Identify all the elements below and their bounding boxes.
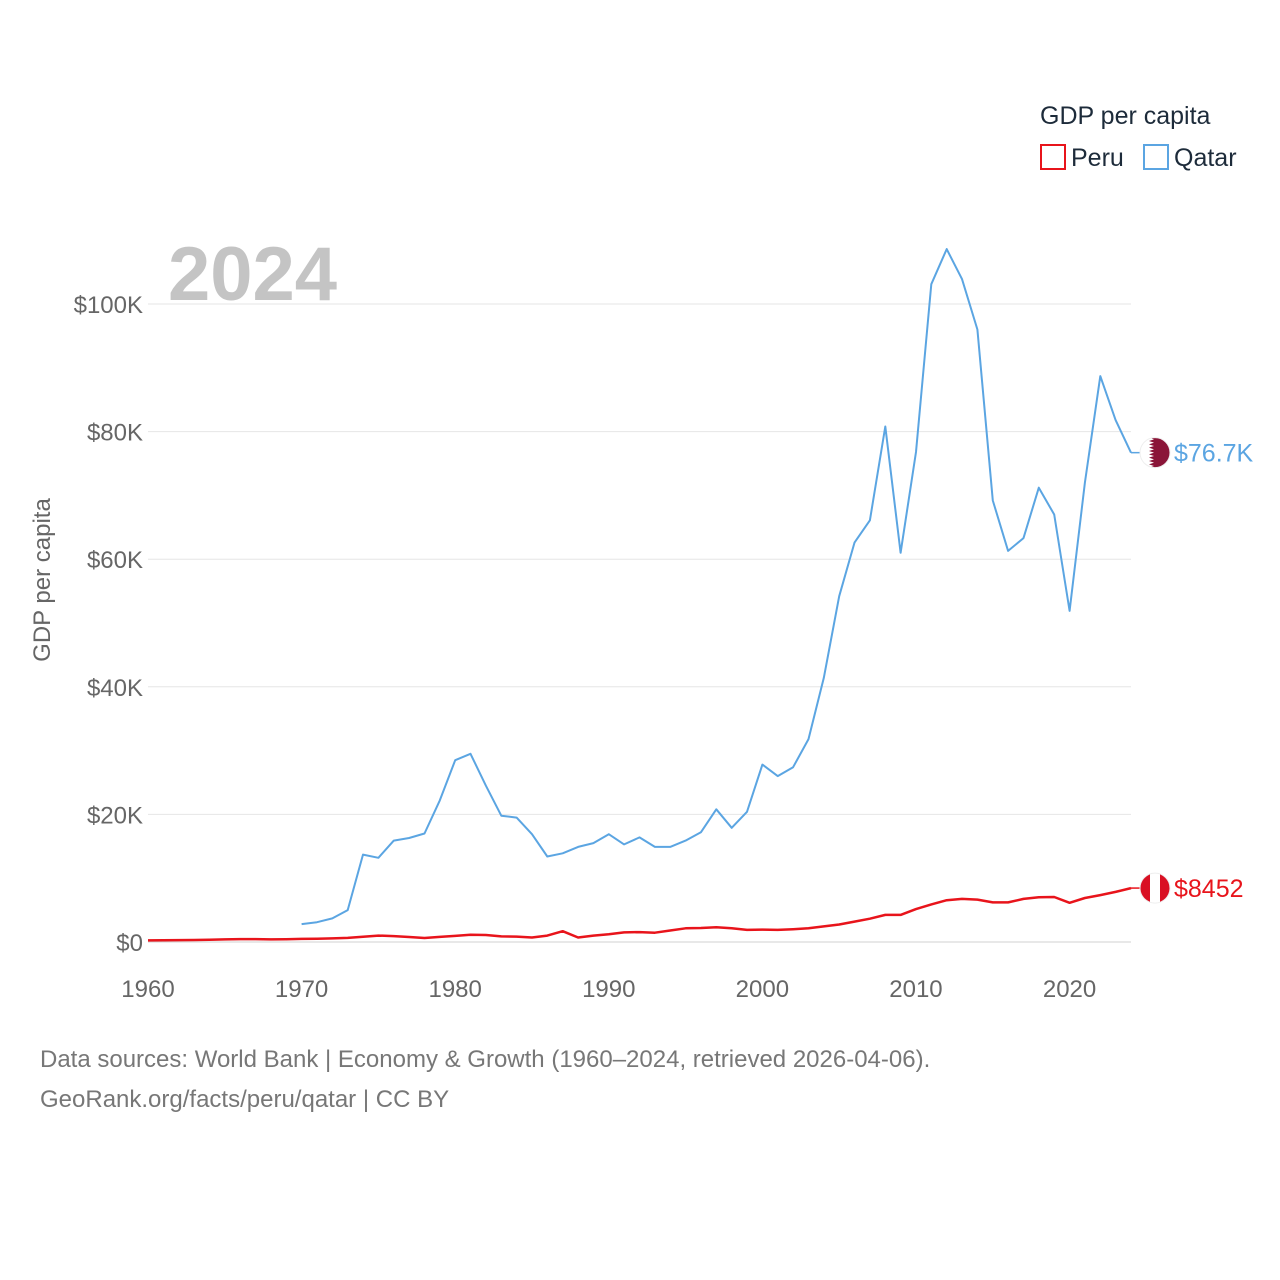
series-lines [147, 248, 1132, 942]
y-tick-label: $60K [87, 547, 143, 574]
y-axis-ticks: $0 $20K $40K $60K $80K $100K [74, 292, 143, 957]
x-tick-label: 2010 [889, 976, 942, 1003]
source-note: Data sources: World Bank | Economy & Gro… [40, 1040, 1240, 1120]
qatar-flag-icon [1139, 437, 1171, 469]
gridlines [148, 303, 1131, 943]
series-line-peru[interactable] [147, 886, 1132, 942]
y-tick-label: $100K [74, 292, 143, 319]
end-label-peru: $8452 [1174, 875, 1244, 903]
x-tick-label: 1990 [582, 976, 635, 1003]
x-tick-label: 1970 [275, 976, 328, 1003]
peru-flag-icon [1139, 872, 1171, 904]
source-line-2: GeoRank.org/facts/peru/qatar | CC BY [40, 1086, 450, 1113]
legend-title: GDP per capita [1040, 102, 1211, 130]
x-tick-label: 1980 [428, 976, 481, 1003]
x-tick-label: 2000 [736, 976, 789, 1003]
x-tick-label: 1960 [121, 976, 174, 1003]
y-tick-label: $40K [87, 675, 143, 702]
legend-item-peru[interactable]: Peru [1040, 144, 1124, 172]
series-line-qatar[interactable] [301, 248, 1132, 926]
end-markers: $8452 $76.7K [1131, 437, 1254, 904]
legend-item-qatar[interactable]: Qatar [1143, 144, 1237, 172]
legend-label-peru: Peru [1071, 144, 1124, 172]
legend-swatch-qatar [1143, 144, 1169, 170]
y-tick-label: $20K [87, 802, 143, 829]
x-axis-ticks: 1960 1970 1980 1990 2000 2010 2020 [121, 976, 1096, 1003]
source-line-1: Data sources: World Bank | Economy & Gro… [40, 1046, 931, 1073]
legend-label-qatar: Qatar [1174, 144, 1237, 172]
gdp-line-chart: $0 $20K $40K $60K $80K $100K 1960 1970 1980 1990… [29, 102, 1254, 1003]
year-watermark: 2024 [168, 232, 337, 317]
legend-swatch-peru [1040, 144, 1066, 170]
y-tick-label: $0 [116, 930, 143, 957]
legend: GDP per capita Peru Qatar [1040, 102, 1237, 172]
y-tick-label: $80K [87, 420, 143, 447]
y-axis-title: GDP per capita [29, 498, 56, 662]
x-tick-label: 2020 [1043, 976, 1096, 1003]
end-label-qatar: $76.7K [1174, 440, 1254, 468]
